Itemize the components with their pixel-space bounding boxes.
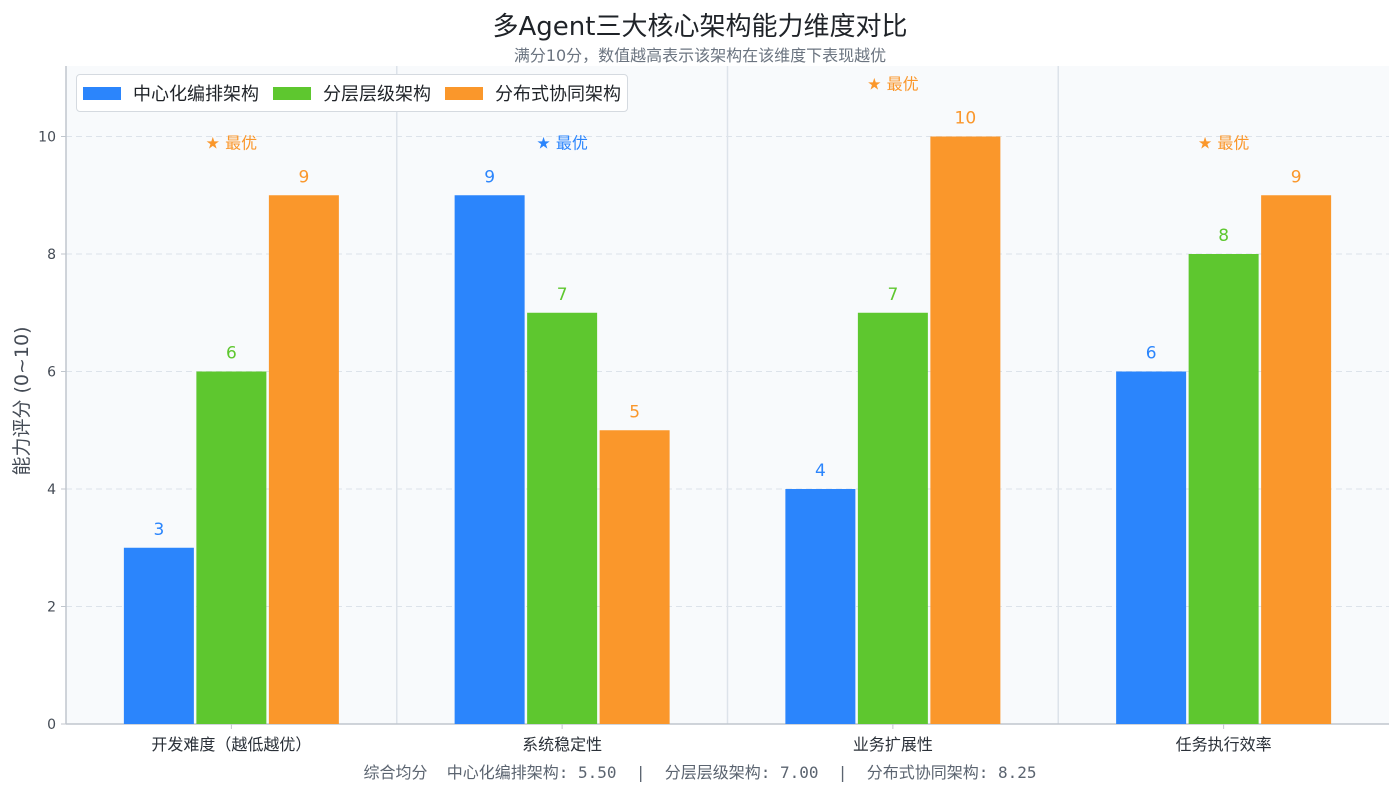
bar-value-label: 6 — [226, 344, 237, 364]
legend-label: 分布式协同架构 — [495, 84, 621, 105]
bar-value-label: 3 — [153, 520, 164, 540]
y-axis-label: 能力评分 (0~10) — [11, 326, 33, 475]
x-tick-label: 任务执行效率 — [1176, 735, 1272, 754]
bar-value-label: 8 — [1218, 226, 1229, 246]
legend-label: 中心化编排架构 — [133, 84, 259, 105]
bar — [123, 547, 194, 724]
bar-value-label: 5 — [629, 402, 640, 422]
bar-value-label: 4 — [815, 461, 826, 481]
bar — [196, 371, 267, 724]
best-marker: ★ 最优 — [1198, 133, 1249, 152]
bar — [1188, 254, 1259, 724]
best-marker: ★ 最优 — [536, 133, 587, 152]
chart-title: 多Agent三大核心架构能力维度对比 — [492, 12, 908, 42]
legend-item: 分布式协同架构 — [445, 80, 621, 106]
bar-value-label: 10 — [955, 109, 977, 129]
bar-value-label: 9 — [484, 167, 495, 187]
bar — [527, 312, 598, 724]
x-tick-label: 业务扩展性 — [853, 735, 933, 754]
bar — [857, 312, 928, 724]
legend: 中心化编排架构 分层层级架构 分布式协同架构 — [76, 74, 628, 112]
bar — [268, 195, 339, 724]
y-tick-label: 8 — [47, 247, 56, 263]
best-marker: ★ 最优 — [206, 133, 257, 152]
x-tick-label: 系统稳定性 — [522, 735, 602, 754]
bar — [454, 195, 525, 724]
summary-footer: 综合均分 中心化编排架构: 5.50 | 分层层级架构: 7.00 | 分布式协… — [363, 763, 1037, 782]
legend-swatch — [273, 86, 311, 100]
bar-value-label: 9 — [298, 167, 309, 187]
chart-subtitle: 满分10分，数值越高表示该架构在该维度下表现越优 — [513, 46, 887, 65]
legend-label: 分层层级架构 — [323, 84, 431, 105]
bar-value-label: 9 — [1291, 167, 1302, 187]
x-tick-label: 开发难度（越低越优） — [151, 735, 311, 754]
legend-swatch — [83, 86, 121, 100]
bar-value-label: 7 — [887, 285, 898, 305]
legend-item: 分层层级架构 — [273, 80, 431, 106]
bar-value-label: 7 — [557, 285, 568, 305]
best-marker: ★ 最优 — [867, 75, 918, 94]
bar — [599, 430, 670, 724]
bar — [1261, 195, 1332, 724]
y-tick-label: 0 — [47, 717, 56, 733]
y-tick-label: 2 — [47, 600, 56, 616]
bar — [930, 136, 1001, 724]
legend-item: 中心化编排架构 — [83, 80, 259, 106]
y-tick-label: 10 — [38, 130, 56, 146]
bar-value-label: 6 — [1146, 344, 1157, 364]
bar — [785, 489, 856, 724]
legend-swatch — [445, 86, 483, 100]
bar — [1116, 371, 1187, 724]
y-tick-label: 4 — [47, 482, 56, 498]
y-tick-label: 6 — [47, 365, 56, 381]
